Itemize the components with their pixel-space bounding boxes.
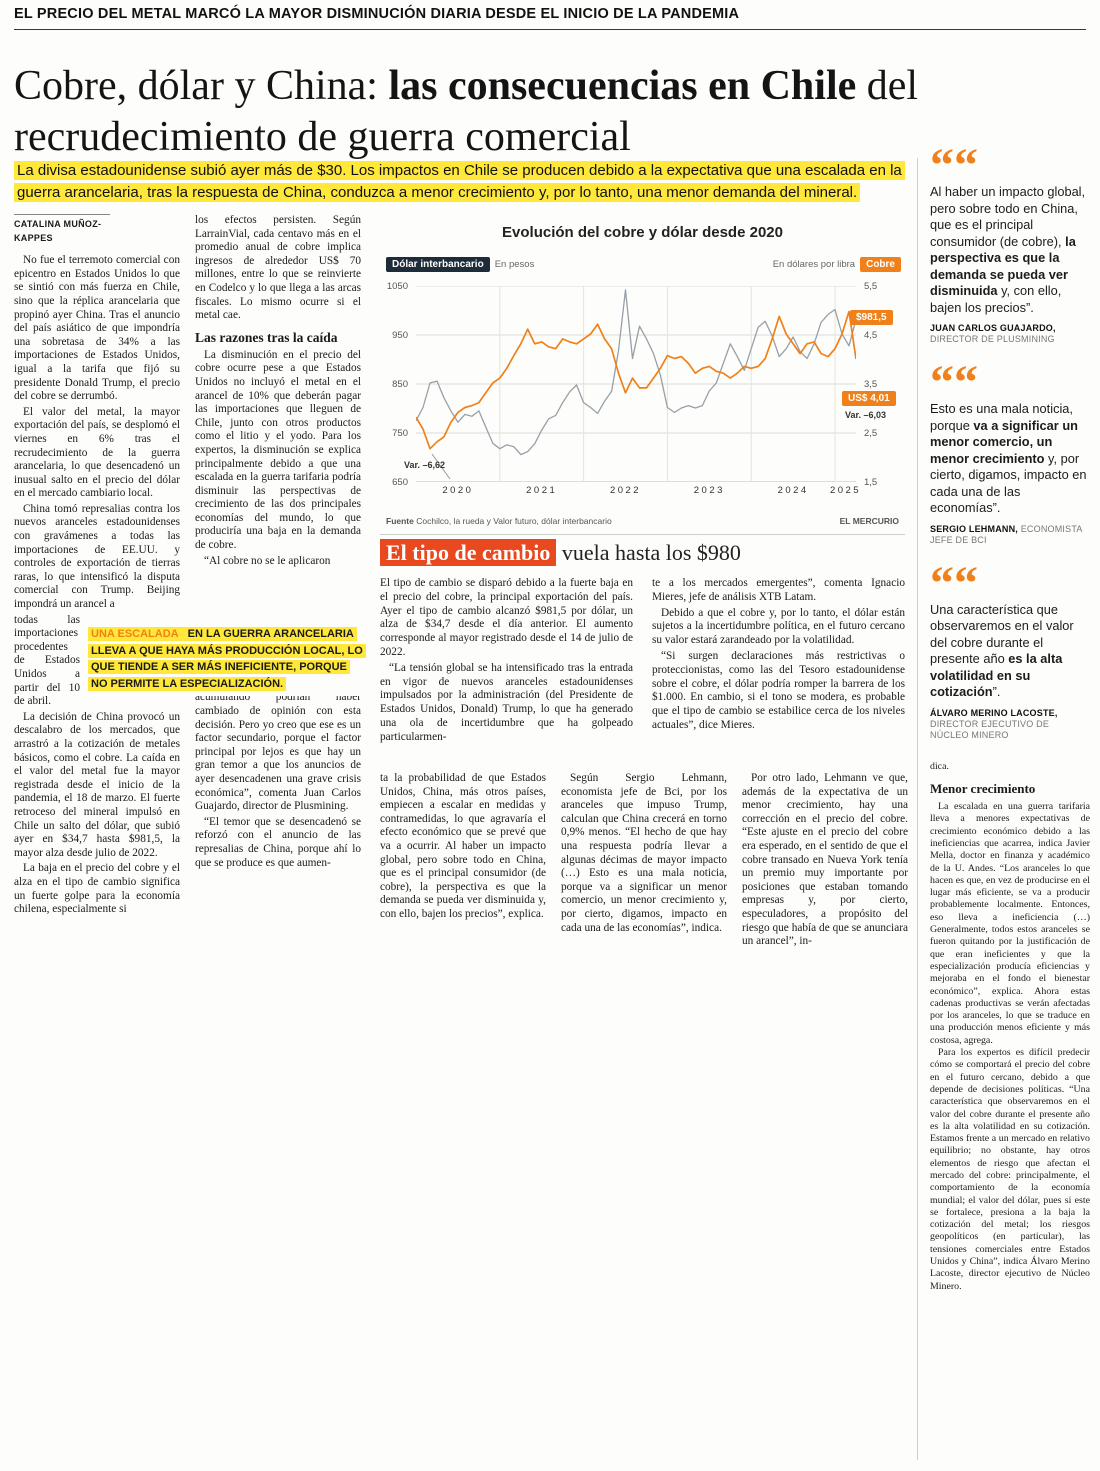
quote-attribution: JUAN CARLOS GUAJARDO, DIRECTOR DE PLUSMI… bbox=[930, 323, 1056, 344]
pull-highlight-accent: UNA ESCALADA bbox=[88, 627, 182, 641]
quote-icon: ““ bbox=[930, 556, 978, 610]
paragraph: Según Sergio Lehmann, economista jefe de… bbox=[561, 772, 727, 934]
dolar-legend-swatch: Dólar interbancario bbox=[386, 257, 490, 272]
subarticle-column-1: El tipo de cambio se disparó debido a la… bbox=[380, 577, 633, 765]
axis-x-tick: 2025 bbox=[829, 485, 862, 496]
quote-attribution: ÁLVARO MERINO LACOSTE, DIRECTOR EJECUTIV… bbox=[930, 707, 1058, 740]
axis-left-tick: 750 bbox=[392, 428, 408, 439]
paragraph: La disminución en el precio del cobre oc… bbox=[195, 348, 361, 552]
quote-text: Esto es una mala noticia, porque va a si… bbox=[930, 401, 1087, 515]
pandemic-var-label: Var. –6,62 bbox=[404, 460, 446, 470]
subarticle-title-rest: vuela hasta los $980 bbox=[556, 540, 741, 565]
article-column-4: Según Sergio Lehmann, economista jefe de… bbox=[561, 772, 727, 1004]
paragraph: “Si surgen declaraciones más restrictiva… bbox=[652, 649, 905, 731]
axis-left-tick: 950 bbox=[392, 330, 408, 341]
paragraph: Por otro lado, Lehmann ve que, además de… bbox=[742, 772, 908, 948]
headline-part1: Cobre, dólar y China: bbox=[14, 63, 389, 110]
paragraph: El tipo de cambio se disparó debido a la… bbox=[380, 577, 633, 658]
paragraph: “El temor que se desencadenó se reforzó … bbox=[195, 815, 361, 869]
chart-title: Evolución del cobre y dólar desde 2020 bbox=[502, 224, 783, 241]
pull-quote-1: ““ Al haber un impacto global, pero sobr… bbox=[930, 139, 1090, 345]
axis-right-tick: 5,5 bbox=[864, 281, 878, 292]
chart-source: Fuente Cochilco, la rueda y Valor futuro… bbox=[386, 516, 612, 526]
chart-plot-area bbox=[415, 285, 857, 483]
quote-icon: ““ bbox=[930, 139, 978, 192]
chart-box: Evolución del cobre y dólar desde 2020 D… bbox=[380, 222, 905, 530]
lede-text: La divisa estadounidense subió ayer más … bbox=[14, 161, 905, 202]
paragraph: Debido a que el cobre y, por lo tanto, e… bbox=[652, 606, 905, 647]
pull-highlight-box: UNA ESCALADA EN LA GUERRA ARANCELARIA LL… bbox=[86, 622, 366, 696]
headline-part3: del recrudecimiento de guerra comercial bbox=[14, 63, 919, 161]
pull-quote-3: ““ Una característica que observaremos e… bbox=[930, 556, 1090, 741]
cobre-value-callout: US$ 4,01 bbox=[842, 388, 896, 406]
axis-right-tick: 4,5 bbox=[864, 330, 878, 341]
paragraph: los efectos persisten. Según LarrainVial… bbox=[195, 214, 361, 322]
axis-left-tick: 650 bbox=[392, 477, 408, 488]
axis-x-tick: 2024 bbox=[777, 485, 809, 496]
paragraph: La escalada en una guerra tarifaria llev… bbox=[930, 801, 1090, 1046]
dolar-legend-unit: En pesos bbox=[494, 259, 535, 270]
axis-x-years: 2020 2021 2022 2023 2024 2025 bbox=[416, 485, 858, 499]
article-column-5: Por otro lado, Lehmann ve que, además de… bbox=[742, 772, 908, 1004]
quotes-rail: ““ Al haber un impacto global, pero sobr… bbox=[930, 139, 1090, 1293]
chart-credit: EL MERCURIO bbox=[839, 516, 899, 526]
quote-text: Al haber un impacto global, pero sobre t… bbox=[930, 184, 1086, 315]
subarticle-title-highlight: El tipo de cambio bbox=[380, 539, 557, 566]
headline-part2: las consecuencias en Chile bbox=[388, 63, 857, 110]
column-divider bbox=[917, 158, 918, 1460]
lede: La divisa estadounidense subió ayer más … bbox=[14, 160, 906, 204]
paragraph: Para los expertos es difícil predecir có… bbox=[930, 1047, 1090, 1292]
headline: Cobre, dólar y China: las consecuencias … bbox=[14, 61, 1086, 163]
legend-cobre: En dólares por libra Cobre bbox=[773, 257, 901, 272]
axis-x-tick: 2020 bbox=[442, 485, 474, 496]
paragraph: te a los mercados emergentes”, comenta I… bbox=[652, 577, 905, 603]
subarticle-column-2: te a los mercados emergentes”, comenta I… bbox=[652, 577, 905, 765]
paragraph: La decisión de China provocó un descalab… bbox=[14, 710, 180, 859]
dolar-value-callout: $981,5 bbox=[850, 307, 893, 325]
axis-right-tick: 1,5 bbox=[864, 477, 878, 488]
axis-x-tick: 2022 bbox=[609, 485, 642, 496]
article-column-1: CATALINA MUÑOZ-KAPPES No fue el terremot… bbox=[14, 214, 180, 1004]
section-subhead: Menor crecimiento bbox=[930, 780, 1036, 796]
paragraph: China tomó represalias contra los nuevos… bbox=[14, 502, 180, 611]
section-subhead: Las razones tras la caída bbox=[195, 329, 338, 345]
cobre-legend-swatch: Cobre bbox=[860, 257, 901, 272]
quote-icon: ““ bbox=[930, 356, 978, 409]
axis-left-pesos: 1050 950 850 750 650 bbox=[380, 281, 410, 488]
cobre-var-label: Var. –6,03 bbox=[845, 410, 887, 420]
paragraph: “La tensión global se ha intensificado t… bbox=[380, 661, 633, 743]
cobre-legend-unit: En dólares por libra bbox=[772, 259, 856, 270]
paragraph-wrapped-narrow: todas las importaciones procedentes de E… bbox=[14, 613, 80, 708]
paragraph: No fue el terremoto comercial con epicen… bbox=[14, 254, 180, 403]
byline: CATALINA MUÑOZ-KAPPES bbox=[14, 214, 110, 245]
axis-left-tick: 1050 bbox=[386, 281, 408, 292]
axis-x-tick: 2021 bbox=[526, 485, 558, 496]
kicker-rule bbox=[14, 29, 1086, 30]
subarticle: El tipo de cambio vuela hasta los $980 E… bbox=[380, 534, 905, 773]
paragraph: El valor del metal, la mayor exportación… bbox=[14, 405, 180, 500]
subarticle-title: El tipo de cambio vuela hasta los $980 bbox=[380, 539, 905, 567]
axis-left-tick: 850 bbox=[392, 379, 408, 390]
legend-dolar: Dólar interbancario En pesos bbox=[386, 257, 534, 272]
kicker: EL PRECIO DEL METAL MARCÓ LA MAYOR DISMI… bbox=[14, 6, 740, 22]
axis-x-tick: 2023 bbox=[693, 485, 725, 496]
quote-text: Una característica que observaremos en e… bbox=[930, 601, 1074, 700]
paragraph: ta la probabilidad de que Estados Unidos… bbox=[380, 772, 546, 920]
axis-right-tick: 3,5 bbox=[864, 379, 878, 390]
paragraph: La baja en el precio del cobre y el alza… bbox=[14, 862, 180, 916]
axis-right-tick: 2,5 bbox=[864, 428, 878, 439]
article-column-3: ta la probabilidad de que Estados Unidos… bbox=[380, 772, 546, 1004]
quote-attribution: SERGIO LEHMANN, ECONOMISTA JEFE DE BCI bbox=[930, 523, 1083, 545]
pull-quote-2: ““ Esto es una mala noticia, porque va a… bbox=[930, 356, 1090, 546]
article-column-6: dica. Menor crecimiento La escalada en u… bbox=[930, 761, 1090, 1293]
article-column-2: los efectos persisten. Según LarrainVial… bbox=[195, 214, 361, 1004]
axis-right-dolares: 5,5 4,5 3,5 2,5 1,5 bbox=[860, 281, 902, 488]
paragraph: dica. bbox=[930, 760, 949, 772]
paragraph: “Al cobre no se le aplicaron bbox=[204, 554, 331, 567]
